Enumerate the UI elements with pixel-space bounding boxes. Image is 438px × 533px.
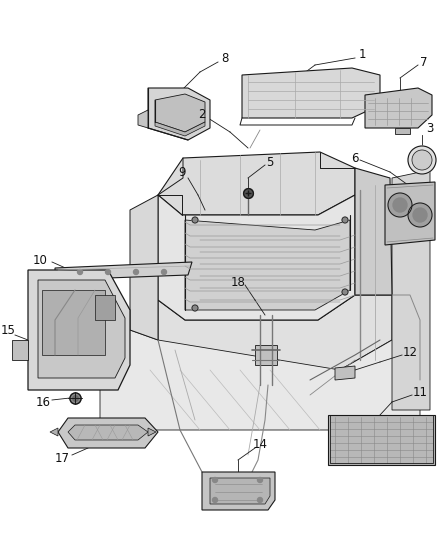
Circle shape	[412, 150, 432, 170]
Polygon shape	[158, 195, 355, 320]
Circle shape	[258, 478, 262, 482]
Text: 1: 1	[358, 49, 366, 61]
Circle shape	[408, 146, 436, 174]
Circle shape	[212, 478, 218, 482]
Polygon shape	[155, 122, 205, 136]
Polygon shape	[100, 330, 420, 430]
Polygon shape	[55, 262, 192, 280]
Circle shape	[388, 193, 412, 217]
Circle shape	[342, 289, 348, 295]
Polygon shape	[355, 168, 392, 295]
Polygon shape	[130, 195, 158, 340]
Text: 16: 16	[35, 395, 50, 408]
Text: 15: 15	[0, 324, 15, 336]
Circle shape	[413, 208, 427, 222]
Polygon shape	[155, 94, 205, 132]
Text: 9: 9	[178, 166, 186, 179]
Text: 18: 18	[230, 276, 245, 288]
Circle shape	[162, 270, 166, 274]
Polygon shape	[185, 220, 350, 310]
Polygon shape	[158, 152, 355, 215]
Polygon shape	[50, 428, 58, 436]
Circle shape	[78, 270, 82, 274]
Polygon shape	[210, 478, 270, 504]
Circle shape	[393, 198, 407, 212]
Text: 3: 3	[426, 122, 434, 134]
Polygon shape	[12, 340, 28, 360]
Text: 12: 12	[403, 346, 417, 359]
Text: 11: 11	[413, 386, 427, 400]
Polygon shape	[28, 270, 130, 390]
Polygon shape	[95, 295, 115, 320]
Polygon shape	[392, 170, 430, 410]
Circle shape	[212, 497, 218, 503]
Text: 5: 5	[266, 156, 274, 168]
Circle shape	[258, 497, 262, 503]
Polygon shape	[42, 290, 105, 355]
Circle shape	[408, 203, 432, 227]
Polygon shape	[385, 182, 435, 245]
Polygon shape	[335, 366, 355, 380]
Text: 17: 17	[54, 451, 70, 464]
Circle shape	[342, 217, 348, 223]
Polygon shape	[242, 68, 380, 118]
Polygon shape	[202, 472, 275, 510]
Polygon shape	[255, 345, 277, 365]
Text: 14: 14	[252, 439, 268, 451]
Polygon shape	[158, 295, 392, 370]
Text: 8: 8	[221, 52, 229, 64]
Polygon shape	[365, 88, 432, 128]
Polygon shape	[138, 110, 148, 128]
Polygon shape	[328, 415, 435, 465]
Polygon shape	[58, 418, 158, 448]
Circle shape	[106, 270, 110, 274]
Circle shape	[192, 217, 198, 223]
Text: 7: 7	[420, 55, 428, 69]
Polygon shape	[68, 425, 148, 440]
Circle shape	[192, 305, 198, 311]
Text: 10: 10	[32, 254, 47, 266]
Polygon shape	[38, 280, 125, 378]
Circle shape	[134, 270, 138, 274]
Polygon shape	[148, 428, 156, 436]
Polygon shape	[395, 128, 410, 134]
Text: 2: 2	[198, 109, 206, 122]
Polygon shape	[148, 88, 210, 140]
Text: 6: 6	[351, 151, 359, 165]
